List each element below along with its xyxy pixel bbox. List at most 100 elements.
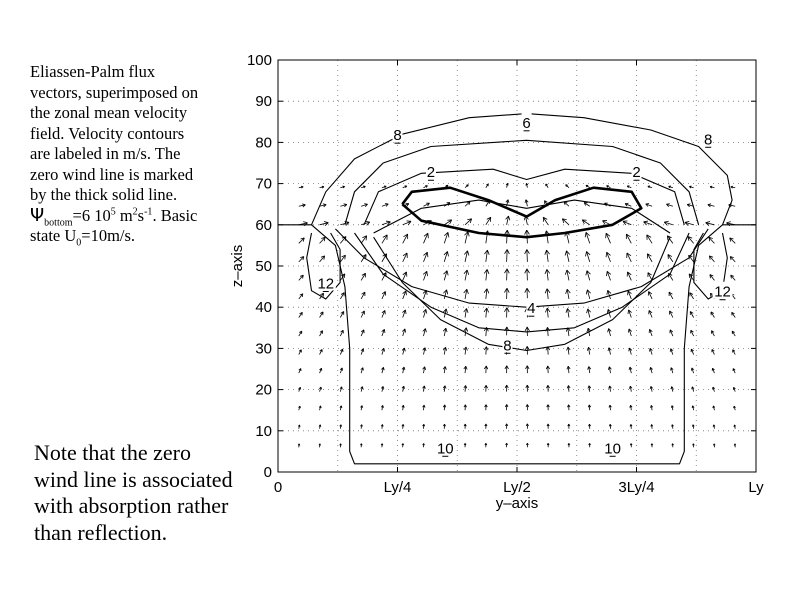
flux-vector xyxy=(664,221,673,226)
flux-vector xyxy=(402,271,407,281)
flux-vector-head xyxy=(381,329,386,333)
y-tick-label: 30 xyxy=(255,340,272,357)
flux-vector-head xyxy=(585,270,591,276)
flux-vector xyxy=(381,310,386,318)
flux-vector-head xyxy=(524,326,530,332)
flux-vector xyxy=(339,348,344,355)
flux-vector-head xyxy=(405,202,410,207)
flux-vector-head xyxy=(629,443,633,446)
flux-vector-head xyxy=(486,216,492,222)
flux-vector-head xyxy=(608,424,612,427)
flux-vector-head xyxy=(402,271,408,277)
flux-vector xyxy=(423,385,425,392)
flux-vector-head xyxy=(668,185,671,189)
flux-vector-head xyxy=(321,185,325,189)
flux-vector-head xyxy=(649,367,653,371)
flux-vector-head xyxy=(626,252,632,258)
flux-vector-head xyxy=(297,424,301,427)
flux-vector-head xyxy=(545,183,548,187)
flux-vector xyxy=(298,312,303,318)
flux-vector xyxy=(628,328,632,337)
flux-vector xyxy=(506,215,509,225)
x-tick-label: 3Ly/4 xyxy=(618,479,654,496)
flux-vector-head xyxy=(442,423,446,427)
flux-vector-head xyxy=(406,220,412,226)
flux-vector-head xyxy=(360,405,364,408)
flux-vector-head xyxy=(524,268,530,274)
flux-vector-head xyxy=(663,220,669,226)
flux-vector-head xyxy=(423,251,429,258)
flux-vector xyxy=(668,291,674,300)
flux-vector-head xyxy=(691,405,695,409)
contour-label-bg xyxy=(435,438,456,456)
flux-vector-head xyxy=(322,203,327,208)
flux-vector xyxy=(608,366,611,374)
flux-vector-head xyxy=(525,404,530,408)
flux-vector-head xyxy=(463,327,469,332)
flux-vector-head xyxy=(583,202,588,206)
flux-vector-head xyxy=(730,185,734,189)
flux-vector xyxy=(648,291,653,300)
flux-vector-head xyxy=(504,249,510,255)
flux-vector xyxy=(586,270,591,281)
flux-vector-head xyxy=(567,404,571,408)
contour-label: 2 xyxy=(427,164,435,181)
flux-vector xyxy=(340,292,345,300)
flux-vector-head xyxy=(586,308,591,314)
flux-vector-head xyxy=(505,199,510,204)
y-tick-label: 90 xyxy=(255,93,272,110)
flux-vector xyxy=(687,204,694,207)
flux-vector xyxy=(647,272,653,281)
flux-vector xyxy=(585,232,591,244)
flux-vector-head xyxy=(318,405,322,409)
flux-vector xyxy=(690,330,695,337)
flux-vector-head xyxy=(298,349,302,353)
flux-vector xyxy=(360,235,367,244)
flux-vector xyxy=(588,366,591,374)
flux-vector xyxy=(485,269,488,281)
psi-symbol: Ψ xyxy=(30,204,45,226)
flux-vector-head xyxy=(383,185,387,189)
flux-vector xyxy=(707,204,715,207)
flux-vector-head xyxy=(525,183,529,186)
flux-vector xyxy=(381,329,385,337)
contour-6 xyxy=(344,139,700,225)
flux-vector xyxy=(423,252,428,263)
flux-vector-head xyxy=(713,443,716,446)
u-subscript: 0 xyxy=(76,237,82,249)
flux-vector xyxy=(729,256,736,263)
flux-vector xyxy=(566,250,570,262)
flux-vector-head xyxy=(364,203,368,207)
flux-vector-head xyxy=(380,443,384,446)
flux-vector-head xyxy=(463,385,468,389)
flux-vector xyxy=(319,255,325,263)
contour-label: 4 xyxy=(527,300,535,317)
flux-vector xyxy=(567,308,570,318)
contour-label: 12 xyxy=(714,284,731,301)
x-tick-label: Ly xyxy=(748,479,764,496)
flux-vector-head xyxy=(360,386,364,390)
flux-vector-head xyxy=(484,423,488,427)
contour-6-lower xyxy=(354,232,690,333)
flux-vector-head xyxy=(733,424,737,427)
flux-vector-head xyxy=(526,442,529,446)
flux-vector xyxy=(340,254,346,263)
flux-vector-head xyxy=(422,424,426,427)
flux-vector-head xyxy=(318,424,322,427)
flux-vector-head xyxy=(463,288,469,295)
flux-vector-head xyxy=(544,288,551,294)
flux-vector xyxy=(629,386,632,392)
flux-vector xyxy=(708,236,715,244)
flux-vector xyxy=(423,233,429,244)
flux-vector-head xyxy=(647,185,651,189)
flux-vector-head xyxy=(340,348,344,353)
flux-vector-head xyxy=(587,404,592,408)
flux-vector-head xyxy=(690,329,694,334)
flux-vector-head xyxy=(422,366,427,370)
y-tick-label: 80 xyxy=(255,134,272,151)
contour-inner-1 xyxy=(373,199,671,234)
flux-vector xyxy=(732,368,736,374)
flux-vector-head xyxy=(544,200,548,205)
psi-unit-s: s xyxy=(137,205,145,225)
flux-vector xyxy=(464,201,471,207)
